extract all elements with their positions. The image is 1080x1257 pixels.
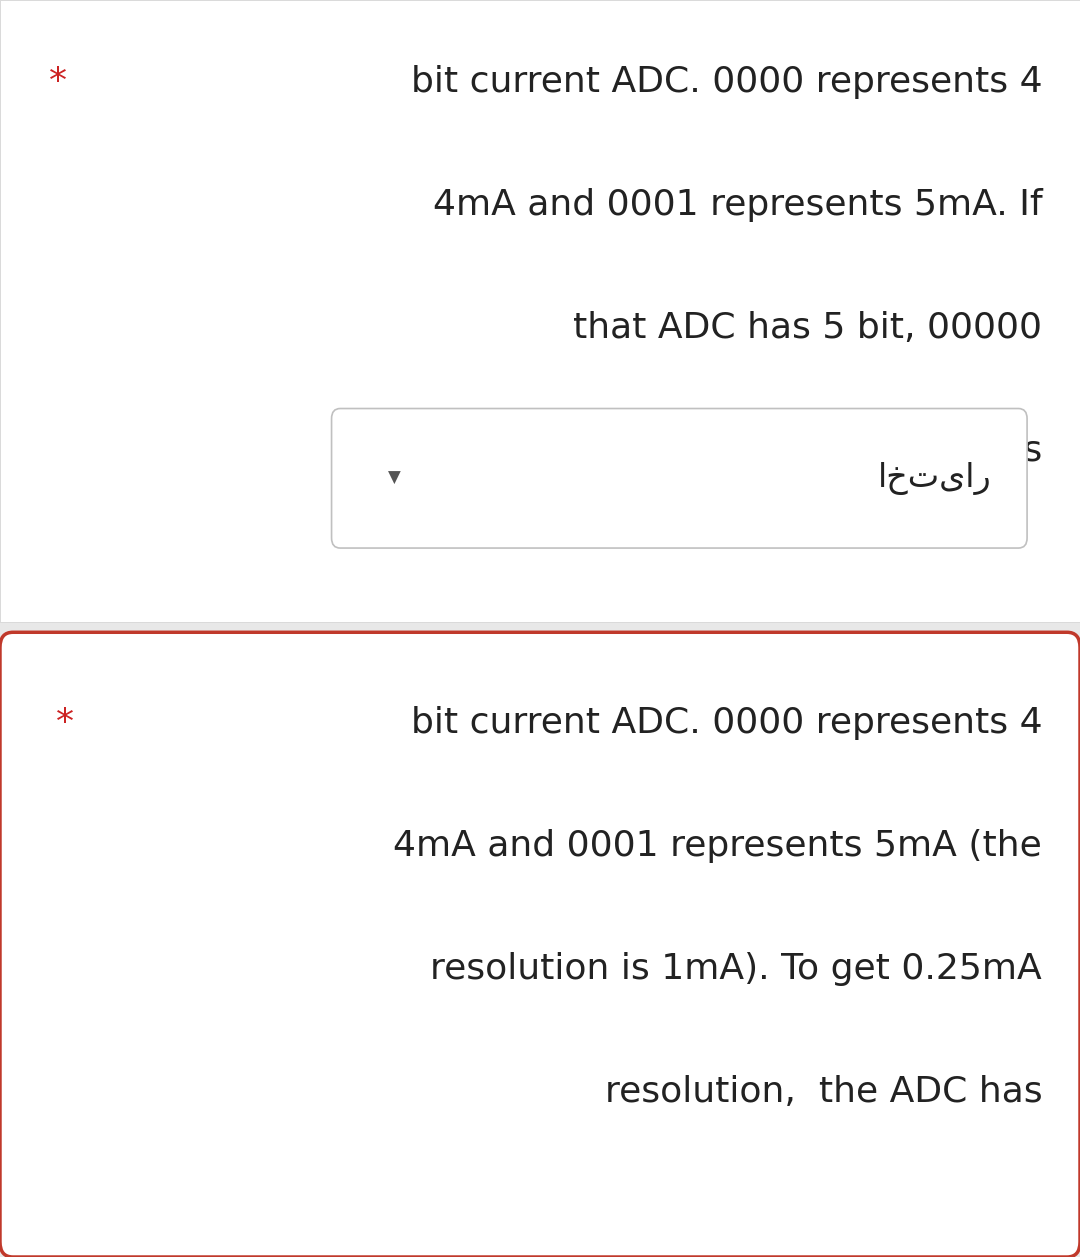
Text: ▼: ▼ (388, 469, 401, 488)
FancyBboxPatch shape (332, 409, 1027, 548)
Text: :represents 4mA. 00001 represents: :represents 4mA. 00001 represents (402, 434, 1042, 469)
FancyBboxPatch shape (0, 632, 1080, 1257)
Text: 4mA and 0001 represents 5mA (the: 4mA and 0001 represents 5mA (the (393, 828, 1042, 864)
Text: bit current ADC. 0000 represents 4: bit current ADC. 0000 represents 4 (410, 705, 1042, 740)
Text: bit current ADC. 0000 represents 4: bit current ADC. 0000 represents 4 (410, 64, 1042, 99)
Text: *: * (56, 705, 75, 740)
Text: resolution,  the ADC has: resolution, the ADC has (605, 1075, 1042, 1110)
Text: that ADC has 5 bit, 00000: that ADC has 5 bit, 00000 (573, 310, 1042, 346)
Bar (0, 0, 1080, 622)
Text: 4mA and 0001 represents 5mA. If: 4mA and 0001 represents 5mA. If (433, 187, 1042, 222)
Text: اختیار: اختیار (878, 461, 991, 495)
Text: *: * (49, 64, 67, 99)
Text: resolution is 1mA). To get 0.25mA: resolution is 1mA). To get 0.25mA (431, 952, 1042, 987)
